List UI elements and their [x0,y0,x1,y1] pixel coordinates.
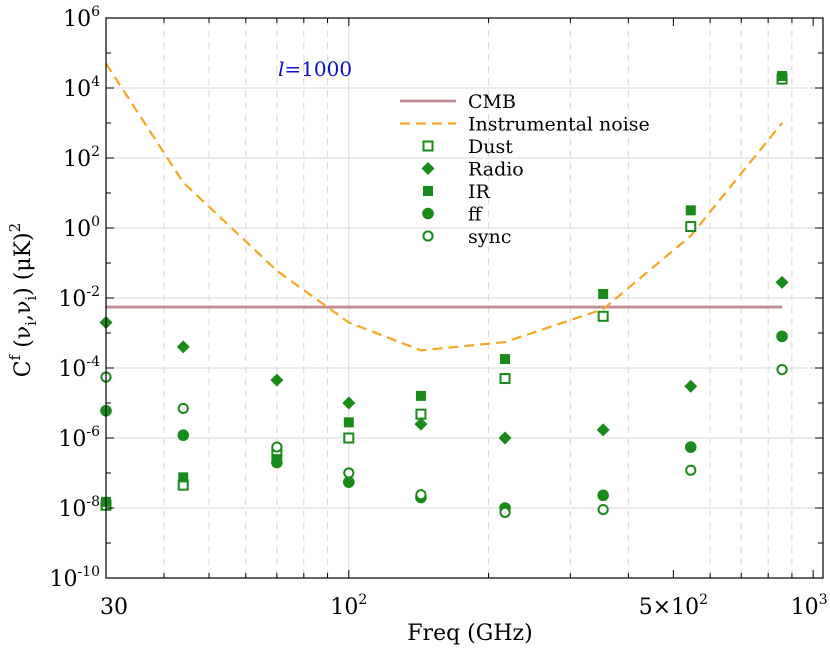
legend-item-cmb: CMB [400,91,516,113]
sync-point [415,489,427,501]
legend-item-ff: ff [422,204,483,226]
radio-point [342,396,356,410]
sync-point [343,467,355,479]
radio-point [775,275,789,289]
legend-label: Radio [468,159,524,181]
ir-point [178,472,189,483]
radio-point [414,417,428,431]
ff-point [776,330,788,343]
y-tick-label: 10-6 [58,424,100,452]
y-tick-label: 10-8 [58,494,100,522]
ir-point [777,71,788,82]
y-tick-label: 106 [63,4,100,32]
y-tick-label: 10-2 [58,284,100,312]
series-dust [100,73,788,511]
dust-point [685,221,697,233]
legend-label: ff [468,204,483,226]
ell-annotation: l=1000 [278,57,352,81]
legend-label: Dust [468,136,513,158]
legend-swatch [421,162,435,175]
radio-point [596,423,610,437]
y-tick-label: 10-4 [58,354,100,382]
radio-point [270,373,284,387]
series-sync [100,364,788,518]
ff-point [271,456,283,469]
sync-point [597,504,609,516]
axis-ticks [105,17,823,579]
ir-point [415,390,426,401]
annotation-value: =1000 [284,57,352,81]
dust-point [597,310,609,322]
series-radio [99,275,789,445]
legend-swatch [422,230,434,242]
ff-point [597,489,609,502]
sync-point [499,506,511,518]
ir-point [500,354,511,365]
y-tick-label: 100 [63,214,100,242]
ir-point [685,205,696,216]
legend-swatch [422,140,434,152]
y-tick-label: 104 [63,74,100,102]
dust-point [499,373,511,385]
annotation-ell: l [278,57,284,81]
radio-point [176,340,190,354]
sync-point [685,464,697,476]
legend-swatch [422,207,434,220]
y-tick-label: 10-10 [49,564,100,592]
legend-label: IR [468,181,491,203]
series-ir [101,71,788,507]
legend-swatch [423,186,433,196]
plot-series [99,62,789,518]
ff-point [177,429,190,442]
dust-point [343,432,355,444]
sync-point [776,364,788,376]
ff-point [343,476,355,488]
x-tick-label: 103 [791,592,828,620]
radio-point [684,379,698,393]
y-axis-label: Cf (νi,νi) (μK)2 [6,223,40,377]
legend-label: sync [468,226,511,248]
legend-item-ir: IR [423,181,491,203]
x-tick-label: 5×102 [639,592,708,620]
legend-item-instrumental-noise: Instrumental noise [400,114,650,136]
y-tick-label: 102 [63,144,100,172]
series-instrumental-noise [105,62,783,352]
ir-point [343,417,354,428]
legend-item-radio: Radio [421,159,524,181]
instrumental-noise-line [105,62,783,352]
ff-point [684,441,697,453]
sync-point [271,441,283,453]
legend-item-dust: Dust [422,136,513,158]
x-tick-label: 102 [330,592,367,620]
legend-label: CMB [468,91,516,113]
radio-point [498,431,512,445]
x-axis-label: Freq (GHz) [407,621,532,646]
series-ff [100,330,788,514]
dust-point [415,408,427,420]
ir-point [598,289,609,300]
legend-label: Instrumental noise [468,114,650,136]
legend-item-sync: sync [422,226,511,248]
sync-point [177,402,189,415]
x-tick-label: 30 [100,595,128,620]
grid [106,17,823,579]
